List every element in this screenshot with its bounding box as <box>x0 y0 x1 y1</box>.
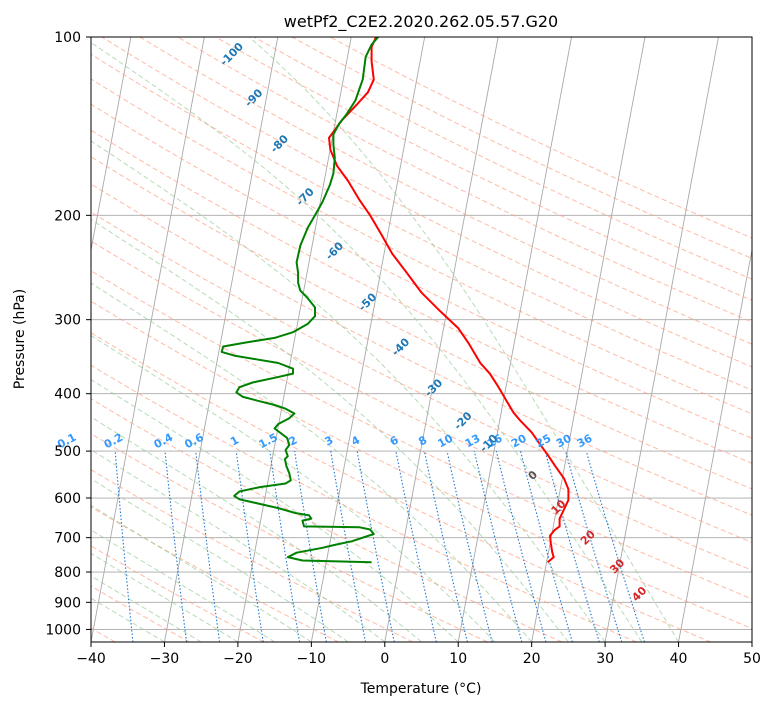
isotherm <box>751 639 752 642</box>
mixing-ratio-line <box>585 450 646 642</box>
mixing-ratio-line <box>446 450 493 642</box>
dry-adiabat <box>91 183 752 516</box>
dry-adiabat <box>215 37 752 301</box>
isotherm <box>604 37 719 642</box>
moist-adiabat <box>91 597 165 642</box>
x-tick-label: −10 <box>297 651 327 667</box>
mixing-ratio-label: 16 <box>485 432 505 451</box>
mixing-ratio-line <box>544 450 600 642</box>
x-axis-label: Temperature (°C) <box>360 681 482 697</box>
dry-adiabat <box>91 300 752 629</box>
x-tick-label: 20 <box>523 651 541 667</box>
mixing-ratio-line <box>395 450 437 642</box>
mixing-ratio-label: 30 <box>554 432 574 451</box>
isotherm <box>237 37 352 642</box>
x-tick-label: 10 <box>449 651 467 667</box>
moist-adiabat <box>91 140 606 642</box>
x-tick-label: 0 <box>380 651 389 667</box>
mixing-ratio-label: 13 <box>463 432 483 451</box>
series-layer <box>220 37 570 564</box>
mixing-ratio-line <box>423 450 468 642</box>
y-tick-label: 1000 <box>45 622 81 638</box>
moist-adiabat <box>91 41 643 642</box>
dry-adiabat <box>91 545 265 642</box>
y-tick-label: 700 <box>54 531 81 547</box>
moist-adiabat <box>91 334 496 642</box>
chart-title: wetPf2_C2E2.2020.262.05.57.G20 <box>284 12 558 32</box>
dry-adiabat <box>91 398 563 642</box>
x-tick-label: 30 <box>596 651 614 667</box>
dry-adiabat <box>91 103 752 439</box>
mixing-ratio-label: 25 <box>534 432 554 451</box>
x-tick-label: 40 <box>670 651 688 667</box>
dry-adiabat <box>91 332 711 642</box>
isotherm <box>91 37 132 253</box>
moist-adiabat <box>91 552 239 642</box>
x-tick-label: −40 <box>76 651 106 667</box>
x-tick-label: −20 <box>223 651 253 667</box>
moist-adiabat <box>91 478 349 642</box>
isotherm <box>678 247 752 642</box>
x-tick-label: −30 <box>150 651 180 667</box>
dry-adiabat <box>91 78 752 415</box>
y-tick-label: 300 <box>54 313 81 329</box>
mixing-ratio-label: 10 <box>436 432 456 451</box>
axes-layer: −40 −30 −20 −10 0 10 20 30 40 50 100 200 300 400 500 60… <box>45 30 761 667</box>
y-tick-label: 200 <box>54 208 81 224</box>
dry-adiabat <box>91 433 488 642</box>
dry-adiabat <box>91 156 752 490</box>
dry-adiabat <box>91 469 414 642</box>
y-tick-label: 900 <box>54 595 81 611</box>
dry-adiabat <box>91 270 752 600</box>
mixing-ratio-line <box>519 450 573 642</box>
mixing-ratio-line <box>473 450 523 642</box>
plot-frame <box>90 36 753 643</box>
dry-adiabat <box>91 364 637 642</box>
isotherm <box>164 37 279 642</box>
mixing-ratio-label: 20 <box>509 432 529 451</box>
moist-adiabat <box>91 449 386 642</box>
moist-adiabat <box>91 282 533 642</box>
y-tick-label: 800 <box>54 565 81 581</box>
dewpoint-line <box>220 37 379 564</box>
mixing-ratio-label: 36 <box>575 432 595 451</box>
dry-adiabat <box>91 129 752 464</box>
moist-adiabat <box>91 218 569 642</box>
isotherm <box>457 37 573 642</box>
y-tick-label: 400 <box>54 387 81 403</box>
dry-adiabat <box>177 37 752 323</box>
isotherm <box>384 37 499 642</box>
isotherm <box>0 37 57 642</box>
y-tick-label: 600 <box>54 491 81 507</box>
moist-adiabat <box>248 37 680 642</box>
y-tick-label: 500 <box>54 444 81 460</box>
moist-adiabat <box>91 575 202 642</box>
dry-adiabat <box>91 240 752 571</box>
mixing-ratio-line <box>114 451 134 642</box>
y-tick-label: 100 <box>54 30 81 46</box>
moist-adiabat <box>91 416 422 642</box>
temperature-line <box>328 37 570 563</box>
grid-layer <box>0 37 752 642</box>
mixing-ratio-line <box>495 450 547 642</box>
y-axis-label: Pressure (hPa) <box>12 289 28 389</box>
mixing-ratio-line <box>565 450 623 642</box>
moist-adiabat <box>91 529 275 642</box>
x-tick-label: 50 <box>743 651 761 667</box>
dry-adiabat <box>91 211 752 543</box>
